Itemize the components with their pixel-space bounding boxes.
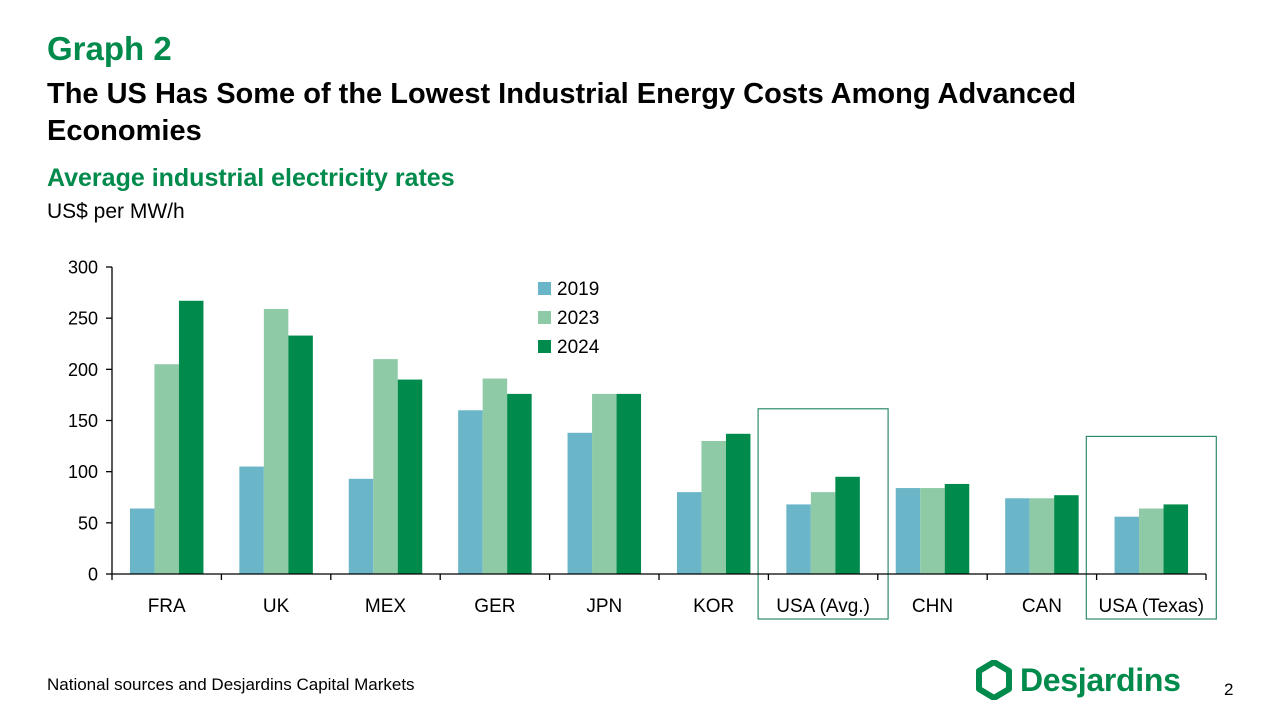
bar-2023-uk (263, 308, 289, 574)
bar-2019-kor (676, 492, 702, 574)
bar-2024-chn (944, 483, 970, 574)
highlight-boxes (757, 408, 1217, 620)
bar-2019-ger (458, 410, 483, 574)
x-tick-label: FRA (148, 596, 186, 617)
chart-title: The US Has Some of the Lowest Industrial… (47, 78, 1077, 147)
chart-legend: 2019 2023 2024 (538, 279, 600, 358)
desjardins-logo: Desjardins (976, 660, 1181, 700)
x-tick-label: USA (Texas) (1099, 596, 1205, 617)
y-tick-label: 100 (68, 462, 98, 482)
x-tick-label: CHN (912, 596, 953, 617)
bar-2019-can (1005, 498, 1030, 574)
desjardins-hexagon-icon (976, 660, 1012, 700)
bar-2019-fra (129, 508, 155, 574)
chart-axes: 0 50 100 150 200 250 300 FRA UK MEX GER JPN KOR USA (… (68, 258, 1207, 617)
y-tick-label: 150 (68, 411, 98, 431)
page-number: 2 (1224, 680, 1234, 699)
x-tick-label: CAN (1022, 596, 1062, 617)
x-tick-label: GER (474, 596, 515, 617)
bar-2023-ger (482, 378, 508, 574)
bar-2024-mex (397, 379, 423, 574)
bar-2023-kor (701, 440, 726, 574)
bar-2019-chn (895, 488, 921, 574)
y-tick-label: 250 (68, 309, 98, 329)
legend-label-2019: 2019 (557, 279, 599, 300)
y-tick-label: 200 (68, 360, 98, 380)
bar-2023-can (1029, 498, 1055, 574)
bar-2023-usa-texas (1139, 508, 1164, 574)
bar-2024-kor (725, 433, 751, 574)
y-tick-label: 300 (68, 258, 98, 278)
legend-swatch-2024 (538, 340, 551, 353)
bar-2024-usa-avg (835, 476, 860, 574)
bar-2023-fra (154, 364, 179, 574)
bar-2024-jpn (616, 393, 642, 574)
bar-2023-usa-avg (810, 492, 836, 574)
bar-2019-mex (348, 478, 374, 574)
x-tick-label: MEX (365, 596, 407, 617)
highlight-box-usa-texas (1085, 435, 1217, 620)
units-label: US$ per MW/h (47, 200, 185, 223)
legend-swatch-2019 (538, 282, 551, 295)
source-note: National sources and Desjardins Capital … (47, 675, 415, 694)
bar-2024-ger (507, 393, 532, 574)
bar-2019-jpn (567, 432, 593, 574)
chart-bars (129, 300, 1189, 574)
y-tick-label: 0 (88, 565, 98, 585)
bar-2024-uk (288, 335, 313, 574)
bar-2024-can (1054, 495, 1079, 574)
legend-swatch-2023 (538, 311, 551, 324)
bar-2019-uk (239, 466, 264, 574)
x-tick-label: JPN (586, 596, 622, 617)
bar-2019-usa-texas (1114, 516, 1140, 574)
graph-label: Graph 2 (47, 30, 172, 67)
y-tick-label: 50 (78, 513, 98, 533)
bar-2024-fra (178, 300, 204, 574)
bar-2024-usa-texas (1163, 504, 1189, 574)
logo-text: Desjardins (1020, 661, 1181, 698)
x-tick-label: KOR (693, 596, 734, 617)
legend-label-2023: 2023 (557, 308, 599, 329)
legend-label-2024: 2024 (557, 337, 600, 358)
bar-2023-mex (373, 359, 398, 574)
highlight-box-usa-avg (757, 408, 889, 620)
bar-2019-usa-avg (786, 504, 811, 574)
bar-2023-jpn (592, 393, 617, 574)
x-tick-label: UK (263, 596, 290, 617)
bar-2023-chn (920, 488, 945, 574)
x-tick-label: USA (Avg.) (776, 596, 870, 617)
chart-subtitle: Average industrial electricity rates (47, 164, 455, 192)
